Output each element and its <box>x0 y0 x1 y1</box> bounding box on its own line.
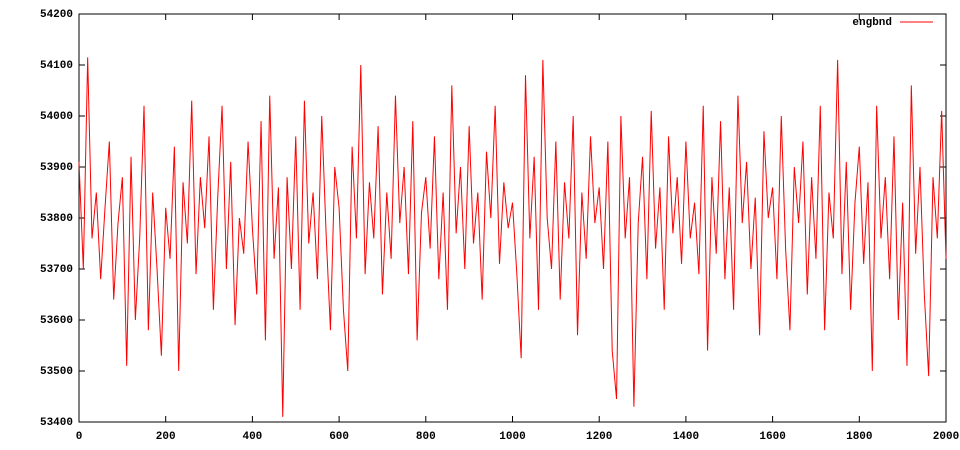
y-tick-label: 53700 <box>40 264 73 276</box>
y-tick-label: 53500 <box>40 366 73 378</box>
x-tick-label: 200 <box>156 431 176 443</box>
data-line <box>78 57 947 417</box>
x-tick-label: 800 <box>416 431 436 443</box>
plot-frame <box>78 13 947 423</box>
y-tick-label: 53400 <box>40 417 73 429</box>
legend-label: engbnd <box>852 17 892 29</box>
x-tick-label: 2000 <box>933 431 959 443</box>
x-tick-label: 1200 <box>586 431 612 443</box>
y-tick-label: 53800 <box>40 213 73 225</box>
x-tick-label: 1800 <box>846 431 872 443</box>
y-tick-label: 54200 <box>40 9 73 21</box>
x-tick-label: 0 <box>76 431 83 443</box>
y-tick-label: 54000 <box>40 111 73 123</box>
x-tick-label: 1000 <box>499 431 525 443</box>
y-tick-label: 53600 <box>40 315 73 327</box>
y-tick-label: 54100 <box>40 60 73 72</box>
x-tick-label: 400 <box>242 431 262 443</box>
x-tick-label: 1600 <box>759 431 785 443</box>
x-tick-label: 1400 <box>673 431 699 443</box>
y-tick-label: 53900 <box>40 162 73 174</box>
x-tick-label: 600 <box>329 431 349 443</box>
